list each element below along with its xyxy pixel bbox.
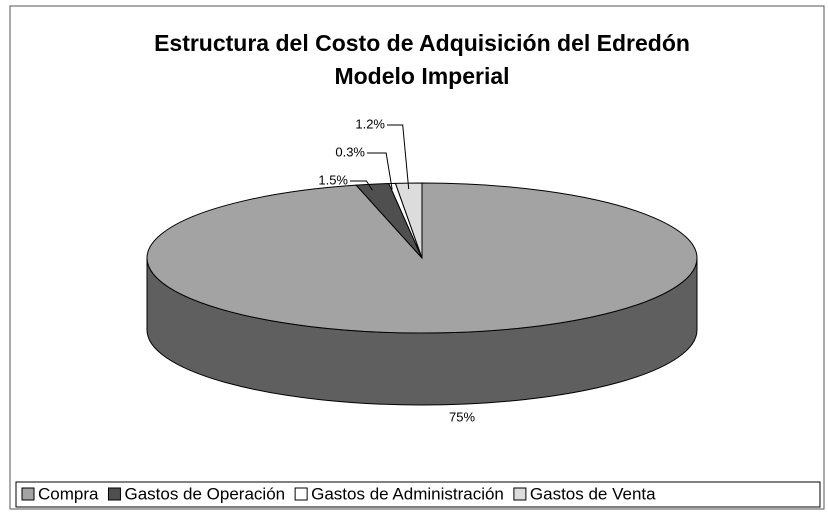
pie: 75% 1.5% 0.3% 1.2% <box>146 116 698 424</box>
chart-title: Estructura del Costo de Adquisición del … <box>154 30 690 56</box>
legend-label: Compra <box>38 484 99 503</box>
legend-swatch <box>513 487 527 501</box>
leader-line <box>350 180 373 191</box>
legend-label: Gastos de Venta <box>530 484 656 503</box>
data-label: 1.5% <box>318 172 348 187</box>
legend-swatch <box>107 487 121 501</box>
slice <box>394 182 423 259</box>
legend-box <box>15 481 821 508</box>
data-label: 1.2% <box>355 116 385 131</box>
leader-line <box>367 152 393 190</box>
legend-swatch <box>294 487 308 501</box>
legend: Compra Gastos de Operación Gastos de Admin… <box>15 481 821 508</box>
leader-line <box>387 124 410 190</box>
chart-title: Modelo Imperial <box>334 63 509 89</box>
data-label: 75% <box>449 409 475 424</box>
legend-label: Gastos de Administración <box>311 484 504 503</box>
legend-swatch <box>21 487 35 501</box>
data-label: 0.3% <box>335 144 365 159</box>
legend-label: Gastos de Operación <box>124 484 285 503</box>
